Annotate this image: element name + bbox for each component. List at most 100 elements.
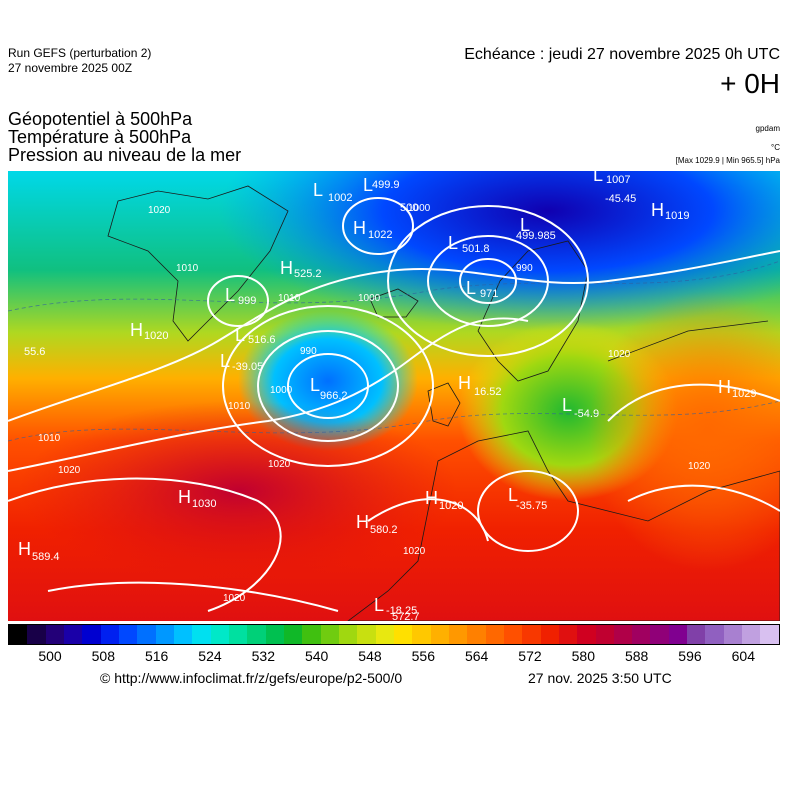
- map-canvas: 1020 1010 1000 990 1010 1020 1010 1000 1…: [8, 171, 780, 621]
- title-pressure: Pression au niveau de la mer: [8, 145, 242, 165]
- isobar-label: 1000: [358, 293, 381, 304]
- weather-map[interactable]: 1020 1010 1000 990 1010 1020 1010 1000 1…: [8, 171, 780, 621]
- iceland-coast: [369, 288, 419, 318]
- color-scale-segment: [210, 625, 229, 644]
- color-scale-segment: [320, 625, 339, 644]
- isobar-values: 1020 1010 1000 990 1010 1020 1010 1000 1…: [38, 203, 711, 604]
- color-scale-segment: [485, 625, 504, 644]
- pressure-label: 1007: [606, 174, 630, 186]
- color-scale-tick: 508: [91, 648, 116, 664]
- pressure-label: 1030: [192, 498, 216, 510]
- title-geopotential: Géopotentiel à 500hPa: [8, 109, 193, 129]
- color-scale-tick: 516: [144, 648, 169, 664]
- coastlines: [107, 185, 780, 621]
- value-label: -18.25: [386, 605, 417, 617]
- value-label: 16.52: [474, 386, 502, 398]
- color-scale-segment: [723, 625, 743, 644]
- isobar-label: 1020: [58, 465, 81, 476]
- isobar-label: 1010: [38, 433, 61, 444]
- isobar-label: 1010: [176, 263, 199, 274]
- isobar-label: 990: [516, 263, 533, 274]
- value-label: 55.6: [24, 346, 45, 358]
- color-scale-segment: [357, 625, 376, 644]
- low-marker: L: [593, 171, 603, 185]
- isobar-label: 1020: [608, 349, 631, 360]
- value-label: 966.2: [320, 390, 348, 402]
- value-label: -45.45: [605, 193, 636, 205]
- unit-geopotential: gpdam: [755, 124, 780, 133]
- low-marker: L: [313, 180, 323, 200]
- color-scale-segment: [558, 625, 578, 644]
- color-scale-segment: [338, 625, 358, 644]
- scandinavia-coast: [477, 240, 589, 382]
- isobar-label: 1000: [270, 385, 293, 396]
- lead-time: + 0H: [720, 68, 780, 99]
- low-marker: L: [235, 325, 245, 345]
- color-scale-segment: [247, 625, 266, 644]
- color-scale-segment: [9, 625, 28, 644]
- isobar-label: 990: [300, 346, 317, 357]
- pressure-label: 1022: [368, 229, 392, 241]
- color-scale-segment: [742, 625, 761, 644]
- pressure-label: 1020: [144, 330, 168, 342]
- unit-temperature: °C: [771, 143, 780, 152]
- value-label: 500: [400, 202, 418, 214]
- low-marker: L: [562, 395, 572, 415]
- color-scale-tick: 532: [251, 648, 276, 664]
- isobar-label: 1020: [223, 593, 246, 604]
- color-scale-segment: [118, 625, 138, 644]
- british-isles-coast: [427, 382, 461, 427]
- low-marker: L: [466, 278, 476, 298]
- greenland-coast: [107, 185, 289, 342]
- color-scale-tick: 500: [38, 648, 62, 664]
- color-scale-segment: [82, 625, 101, 644]
- color-scale-segment: [467, 625, 486, 644]
- value-label: 589.4: [32, 551, 60, 563]
- color-scale-ticks: 500 508 516 524 532 540 548 556 564 572 580 588 596 6…: [8, 648, 780, 666]
- isobar-label: 1020: [403, 546, 426, 557]
- color-scale-tick: 588: [624, 648, 649, 664]
- high-marker: H: [130, 320, 143, 340]
- low-marker: L: [374, 595, 384, 615]
- color-scale-segment: [265, 625, 284, 644]
- isobars: [8, 197, 780, 612]
- color-scale-segment: [393, 625, 413, 644]
- color-scale-segment: [412, 625, 431, 644]
- color-scale-tick: 564: [464, 648, 489, 664]
- isobar-label: 1020: [268, 459, 291, 470]
- isobar-label: 1020: [148, 205, 171, 216]
- title-temperature: Température à 500hPa: [8, 127, 192, 147]
- pressure-label: 999: [238, 295, 256, 307]
- color-scale-tick: 556: [411, 648, 436, 664]
- high-marker: H: [425, 488, 438, 508]
- color-scale-segment: [283, 625, 303, 644]
- color-scale-segment: [650, 625, 669, 644]
- pressure-label: 1019: [665, 210, 689, 222]
- color-scale-tick: 604: [731, 648, 756, 664]
- copyright-link[interactable]: © http://www.infoclimat.fr/z/gefs/europe…: [100, 670, 403, 686]
- low-marker: L: [448, 233, 458, 253]
- color-scale-segment: [155, 625, 174, 644]
- pressure-label: 1002: [328, 192, 352, 204]
- mainland-coast: [347, 430, 780, 621]
- color-scale-segment: [100, 625, 119, 644]
- color-scale-segment: [687, 625, 706, 644]
- isobar-label: 1010: [278, 293, 301, 304]
- warm-air-east: [588, 291, 780, 571]
- value-label: 572.7: [392, 611, 420, 621]
- low-marker: L: [520, 215, 530, 235]
- pressure-label: 1020: [439, 500, 463, 512]
- value-label: 499.9: [372, 179, 400, 191]
- product-title: Géopotentiel à 500hPa Température à 500h…: [8, 110, 241, 164]
- color-scale-segment: [430, 625, 449, 644]
- color-scale-segment: [632, 625, 651, 644]
- high-marker: H: [718, 377, 731, 397]
- high-marker: H: [178, 487, 191, 507]
- color-scale-segment: [448, 625, 468, 644]
- color-scale-segment: [577, 625, 596, 644]
- low-marker: L: [220, 351, 230, 371]
- low-marker: L: [225, 285, 235, 305]
- color-scale-segment: [192, 625, 211, 644]
- color-scale-segment: [668, 625, 688, 644]
- value-label: 525.2: [294, 268, 322, 280]
